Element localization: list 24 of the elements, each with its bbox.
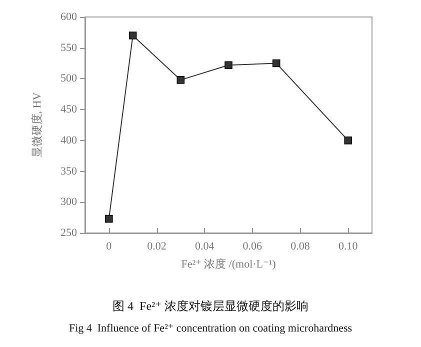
y-tick-label: 500 — [60, 72, 78, 85]
point — [272, 59, 280, 68]
x-tick-label: 0.04 — [194, 240, 215, 252]
x-tick-label: 0.06 — [242, 240, 263, 252]
y-tick-label: 600 — [60, 11, 78, 23]
y-tick-label: 550 — [60, 42, 78, 54]
x-tick-label: 0 — [106, 240, 112, 252]
text: Fig 4 Influence of Fe²⁺ concentration on coating microhardness — [68, 322, 352, 334]
x-tick-label: 0.08 — [290, 240, 310, 252]
point — [128, 32, 137, 40]
y-tick-label: 400 — [60, 134, 78, 146]
text: 图 4 Fe²⁺ 浓度对镀层显微硬度的影响 — [112, 299, 308, 313]
x-axis-title: Fe²⁺ 浓度 /(mol·L⁻¹) — [181, 258, 276, 270]
x-tick-label: 0.02 — [147, 240, 166, 252]
y-axis-title: 显微硬度, HV — [30, 92, 44, 158]
x-tick-label: 0.10 — [338, 240, 358, 252]
y-tick-label: 300 — [60, 196, 78, 208]
point — [344, 136, 352, 144]
point — [224, 61, 232, 70]
y-tick-label: 350 — [60, 165, 78, 178]
y-tick-label: 450 — [60, 104, 78, 116]
point — [176, 76, 185, 84]
y-tick-label: 250 — [60, 227, 78, 239]
point — [105, 214, 113, 223]
